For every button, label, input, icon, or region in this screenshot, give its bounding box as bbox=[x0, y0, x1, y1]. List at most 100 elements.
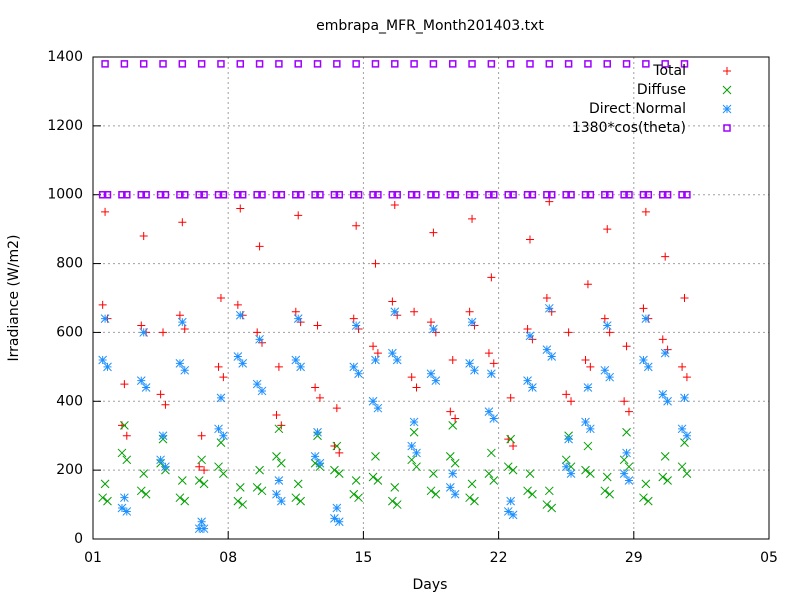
data-point bbox=[158, 431, 168, 441]
data-point bbox=[274, 362, 283, 371]
data-point bbox=[468, 60, 476, 68]
data-point bbox=[332, 441, 342, 451]
data-point bbox=[332, 503, 342, 513]
data-point bbox=[293, 479, 303, 489]
data-point bbox=[351, 476, 361, 485]
data-point bbox=[566, 469, 576, 478]
data-point bbox=[581, 465, 590, 475]
data-point bbox=[431, 489, 441, 499]
data-point bbox=[233, 352, 243, 361]
data-point bbox=[412, 190, 421, 199]
data-point bbox=[429, 60, 438, 68]
data-point bbox=[683, 190, 691, 199]
data-point bbox=[639, 304, 648, 313]
data-point bbox=[310, 452, 320, 461]
data-point bbox=[354, 190, 363, 199]
data-point bbox=[605, 372, 615, 382]
data-point bbox=[680, 294, 689, 302]
data-point bbox=[506, 60, 515, 68]
data-point bbox=[564, 434, 573, 444]
data-point bbox=[445, 452, 455, 461]
data-point bbox=[426, 369, 436, 379]
data-point bbox=[335, 448, 344, 457]
data-point bbox=[349, 362, 359, 372]
data-point bbox=[100, 479, 110, 489]
data-point bbox=[219, 469, 228, 478]
data-point bbox=[253, 328, 262, 337]
data-point bbox=[602, 472, 612, 482]
data-point bbox=[177, 476, 187, 485]
data-point bbox=[390, 483, 400, 492]
data-point bbox=[216, 294, 225, 302]
data-point bbox=[407, 373, 416, 382]
data-point bbox=[489, 476, 499, 485]
data-point bbox=[620, 397, 629, 406]
data-point bbox=[525, 331, 535, 341]
data-point bbox=[619, 469, 629, 478]
legend-marker bbox=[723, 67, 731, 75]
data-point bbox=[332, 404, 341, 413]
data-point bbox=[272, 489, 281, 499]
data-point bbox=[294, 211, 303, 220]
data-point bbox=[103, 496, 112, 506]
data-point bbox=[351, 321, 361, 330]
data-point bbox=[98, 493, 108, 503]
data-point bbox=[429, 469, 438, 478]
data-point bbox=[391, 60, 399, 68]
data-point bbox=[122, 455, 132, 465]
data-point bbox=[490, 190, 498, 199]
data-point bbox=[296, 190, 305, 199]
data-point bbox=[313, 60, 322, 68]
data-point bbox=[120, 493, 129, 503]
x-axis-label: Days bbox=[413, 577, 448, 593]
data-point bbox=[451, 414, 460, 423]
data-point bbox=[448, 469, 458, 478]
data-point bbox=[214, 362, 223, 371]
data-point bbox=[122, 431, 131, 440]
data-point bbox=[219, 373, 228, 382]
data-point bbox=[622, 60, 631, 68]
legend-label: Total bbox=[652, 63, 686, 79]
data-point bbox=[233, 496, 243, 506]
legend-label: Direct Normal bbox=[589, 101, 686, 117]
data-point bbox=[276, 458, 286, 468]
data-point bbox=[487, 369, 496, 379]
data-point bbox=[547, 503, 557, 513]
data-point bbox=[349, 489, 359, 499]
data-point bbox=[238, 359, 248, 368]
data-point bbox=[258, 190, 266, 199]
data-point bbox=[161, 462, 170, 472]
data-point bbox=[175, 359, 185, 368]
data-point bbox=[101, 207, 110, 216]
data-point bbox=[392, 355, 402, 365]
data-point bbox=[583, 383, 593, 392]
data-point bbox=[503, 507, 513, 516]
data-point bbox=[605, 328, 614, 337]
data-point bbox=[255, 465, 264, 475]
data-point bbox=[194, 524, 204, 534]
data-point bbox=[489, 414, 499, 423]
data-point bbox=[180, 190, 189, 199]
data-point bbox=[255, 334, 264, 344]
data-point bbox=[448, 60, 457, 68]
data-point bbox=[252, 379, 262, 389]
data-point bbox=[197, 431, 206, 440]
data-point bbox=[412, 383, 421, 392]
y-tick-label: 200 bbox=[56, 462, 83, 478]
data-point bbox=[101, 60, 109, 68]
data-point bbox=[178, 60, 187, 68]
data-point bbox=[509, 442, 518, 451]
y-tick-label: 600 bbox=[56, 324, 83, 340]
data-point bbox=[658, 390, 668, 399]
data-point bbox=[156, 455, 165, 465]
data-point bbox=[682, 373, 691, 382]
data-point bbox=[450, 458, 460, 468]
data-point bbox=[643, 496, 653, 506]
data-point bbox=[544, 486, 554, 496]
data-point bbox=[161, 190, 170, 199]
data-point bbox=[136, 486, 146, 496]
data-point bbox=[219, 431, 228, 441]
data-point bbox=[122, 507, 132, 516]
data-point bbox=[622, 427, 631, 437]
